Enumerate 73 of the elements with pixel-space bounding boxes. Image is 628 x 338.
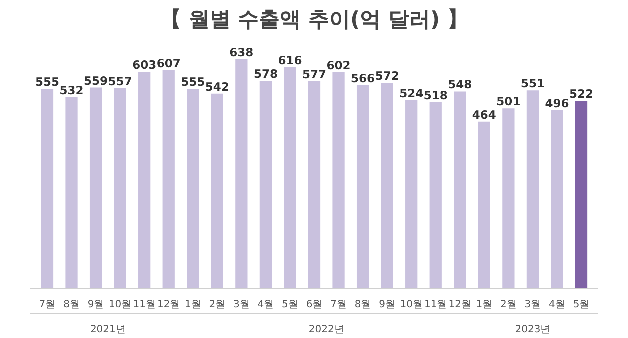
x-tick-label: 1월 [184,300,202,310]
bar [478,122,490,288]
chart-title: 【 월별 수출액 추이(억 달러) 】 [160,8,468,32]
bar [260,80,272,288]
bar [66,97,78,288]
data-label: 557 [108,74,132,88]
x-tick-label: 3월 [234,300,250,310]
data-label: 548 [448,78,472,92]
x-tick-label: 1월 [476,300,493,310]
x-tick-label: 3월 [524,300,542,310]
data-label: 555 [181,75,206,90]
bar [381,83,394,288]
data-label: 603 [132,58,157,72]
bar [454,92,466,288]
bar [356,85,370,288]
bar [138,72,151,288]
x-tick-label: 2월 [209,300,226,310]
bar [430,102,442,288]
bar [332,72,345,288]
data-label: 532 [60,83,84,98]
data-label: 578 [254,66,278,81]
data-label: 572 [375,69,400,84]
x-tick-label: 4월 [549,300,566,310]
data-label: 602 [326,58,351,72]
bar [406,100,418,288]
data-label: 518 [424,88,448,102]
data-label: 607 [156,56,181,71]
x-tick-label: 8월 [354,300,372,310]
bar [236,59,248,288]
data-label: 638 [230,45,254,60]
bar [41,89,54,288]
data-label: 501 [496,94,521,109]
bar [551,110,564,288]
data-label: 542 [205,80,230,94]
data-label: 559 [84,74,108,88]
x-tick-label: 10월 [108,300,132,310]
bar [211,94,224,288]
data-label: 616 [278,53,302,68]
x-tick-label: 10월 [400,300,423,310]
bar [187,89,200,288]
x-tick-label: 9월 [379,300,396,310]
data-label: 551 [520,76,545,91]
bar [502,108,515,288]
x-tick-label: 7월 [330,300,347,310]
data-label: 555 [35,75,60,90]
x-tick-label: 8월 [64,300,80,310]
x-tick-label: 12월 [157,300,180,310]
x-tick-label: 6월 [306,300,323,310]
x-tick-label: 2월 [500,300,517,310]
x-tick-label: 7월 [39,300,56,310]
text: 2022년 [308,324,344,336]
text: 2023년 [515,324,551,336]
data-label: 464 [472,108,496,122]
bar [526,90,540,288]
bar [114,88,126,288]
x-tick-label: 12월 [448,300,472,310]
x-tick-label: 5월 [573,300,590,310]
x-tick-label: 11월 [133,300,156,310]
x-tick-label: 9월 [88,300,104,310]
x-tick-label: 11월 [424,300,448,310]
data-label: 577 [302,67,327,82]
bar [575,101,588,288]
data-label: 496 [545,96,570,110]
x-tick-label: 4월 [258,300,274,310]
bar [90,88,102,288]
data-label: 524 [400,86,424,100]
data-label: 522 [570,87,594,102]
bar [162,70,175,288]
x-tick-label: 5월 [282,300,298,310]
bar [284,67,296,288]
bar [308,81,321,288]
data-label: 566 [351,71,376,86]
text: 2021년 [90,324,126,336]
